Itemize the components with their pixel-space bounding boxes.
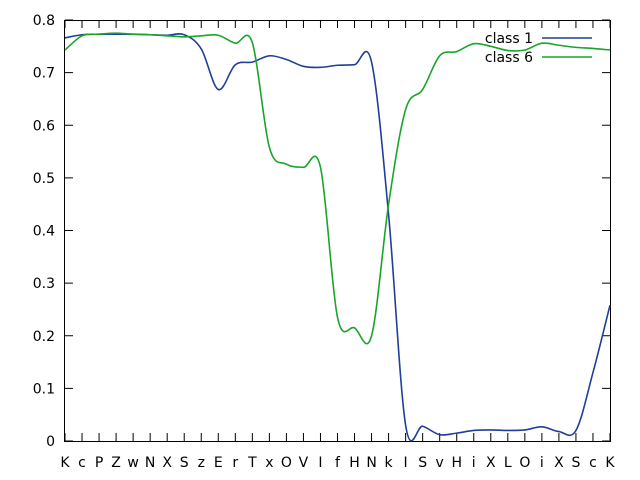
series-line-class-1 xyxy=(64,33,611,442)
y-tick-label: 0.8 xyxy=(33,13,55,29)
x-tick-label: S xyxy=(418,455,427,471)
x-tick-label: X xyxy=(486,455,496,471)
x-tick-label: x xyxy=(265,455,273,471)
x-tick-label: Z xyxy=(111,455,121,471)
x-tick-label: X xyxy=(162,455,172,471)
x-tick-label: H xyxy=(451,455,462,471)
x-tick-label: c xyxy=(78,455,86,471)
x-tick-label: c xyxy=(589,455,597,471)
y-tick-label: 0.1 xyxy=(33,381,55,397)
x-tick-label: S xyxy=(180,455,189,471)
x-tick-label: i xyxy=(472,455,476,471)
x-tick-label: i xyxy=(540,455,544,471)
legend-label: class 6 xyxy=(485,50,533,66)
x-tick-label: O xyxy=(281,455,292,471)
x-tick-label: w xyxy=(127,455,138,471)
x-tick-label: z xyxy=(198,455,205,471)
y-tick-label: 0.4 xyxy=(33,224,55,240)
y-tick-label: 0.2 xyxy=(33,329,55,345)
x-tick-label: f xyxy=(335,455,341,471)
x-tick-label: I xyxy=(404,455,408,471)
x-tick-label: E xyxy=(214,455,223,471)
x-tick-label: r xyxy=(232,455,238,471)
x-tick-label: X xyxy=(554,455,564,471)
x-tick-label: K xyxy=(605,455,615,471)
x-tick-label: N xyxy=(366,455,376,471)
x-tick-label: L xyxy=(504,455,512,471)
x-tick-label: H xyxy=(349,455,360,471)
y-tick-label: 0.5 xyxy=(33,171,55,187)
x-tick-label: I xyxy=(318,455,322,471)
legend-label: class 1 xyxy=(485,31,533,47)
series-line-class-6 xyxy=(64,32,611,345)
y-tick-label: 0.3 xyxy=(33,276,55,292)
x-tick-label: v xyxy=(436,455,444,471)
x-tick-label: K xyxy=(60,455,70,471)
plot-frame xyxy=(64,20,611,442)
series-layer xyxy=(64,32,611,442)
x-tick-label: S xyxy=(571,455,580,471)
y-tick-label: 0 xyxy=(46,434,55,450)
y-tick-label: 0.7 xyxy=(33,66,55,82)
x-tick-label: P xyxy=(95,455,103,471)
x-tick-label: O xyxy=(519,455,530,471)
legend: class 1 class 6 xyxy=(485,31,592,66)
x-tick-label: k xyxy=(385,455,394,471)
y-tick-label: 0.6 xyxy=(33,118,55,134)
x-tick-label: N xyxy=(145,455,155,471)
x-tick-label: T xyxy=(247,455,257,471)
x-tick-label: V xyxy=(299,455,309,471)
